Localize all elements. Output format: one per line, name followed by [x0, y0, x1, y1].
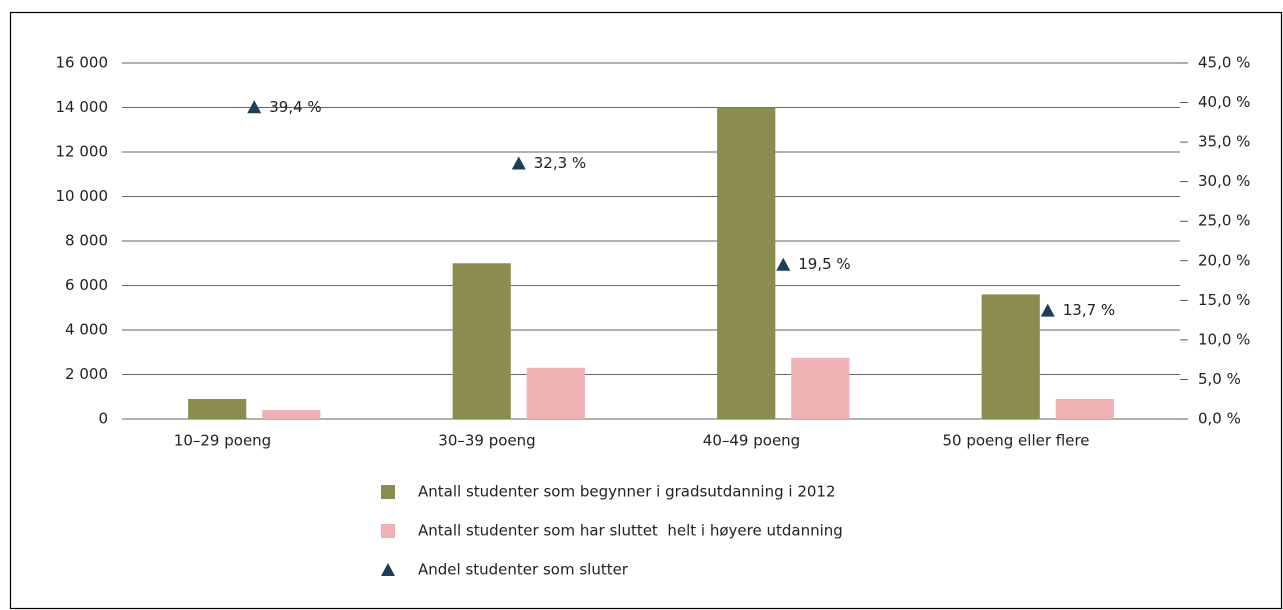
x-tick-label: 10–29 poeng	[174, 432, 271, 450]
data-label: 32,3 %	[534, 154, 586, 172]
x-tick-label: 30–39 poeng	[438, 432, 535, 450]
y2-tick-label: 30,0 %	[1198, 172, 1250, 190]
bar	[791, 357, 850, 419]
y-tick-label: 10 000	[56, 187, 109, 205]
y-tick-label: 2 000	[65, 365, 108, 383]
bar	[262, 410, 321, 419]
y2-tick-label: 5,0 %	[1198, 370, 1241, 388]
y2-tick-label: 0,0 %	[1198, 410, 1241, 428]
x-tick-label: 50 poeng eller flere	[942, 432, 1089, 450]
y2-tick-label: 10,0 %	[1198, 330, 1250, 348]
legend-swatch	[381, 524, 395, 538]
y2-tick-label: 45,0 %	[1198, 54, 1250, 72]
bar	[1055, 398, 1114, 419]
bar	[188, 398, 247, 419]
y-tick-label: 12 000	[56, 143, 109, 161]
chart-frame	[9, 11, 1283, 610]
marker	[247, 100, 262, 114]
data-label: 19,5 %	[798, 255, 850, 273]
y-tick-label: 14 000	[56, 98, 109, 116]
y2-tick-label: 40,0 %	[1198, 93, 1250, 111]
legend-label: Antall studenter som har sluttet helt i …	[418, 522, 843, 540]
bar	[717, 107, 776, 419]
data-label: 13,7 %	[1063, 301, 1115, 319]
legend-marker	[381, 563, 395, 576]
marker	[1040, 303, 1055, 317]
y-tick-label: 0	[98, 410, 108, 428]
legend-label: Antall studenter som begynner i gradsutd…	[418, 483, 836, 501]
x-tick-label: 40–49 poeng	[703, 432, 800, 450]
legend-label: Andel studenter som slutter	[418, 561, 629, 579]
legend-swatch	[381, 485, 395, 499]
y-tick-label: 16 000	[56, 54, 109, 72]
bar	[452, 263, 511, 419]
marker	[776, 257, 791, 271]
y2-tick-label: 25,0 %	[1198, 212, 1250, 230]
y-tick-label: 4 000	[65, 321, 108, 339]
y2-tick-label: 35,0 %	[1198, 133, 1250, 151]
y2-tick-label: 15,0 %	[1198, 291, 1250, 309]
y-tick-label: 6 000	[65, 276, 108, 294]
y2-tick-label: 20,0 %	[1198, 251, 1250, 269]
bar	[526, 367, 585, 419]
bar	[981, 294, 1040, 419]
data-label: 39,4 %	[269, 98, 321, 116]
y-tick-label: 8 000	[65, 232, 108, 250]
marker	[511, 156, 526, 170]
